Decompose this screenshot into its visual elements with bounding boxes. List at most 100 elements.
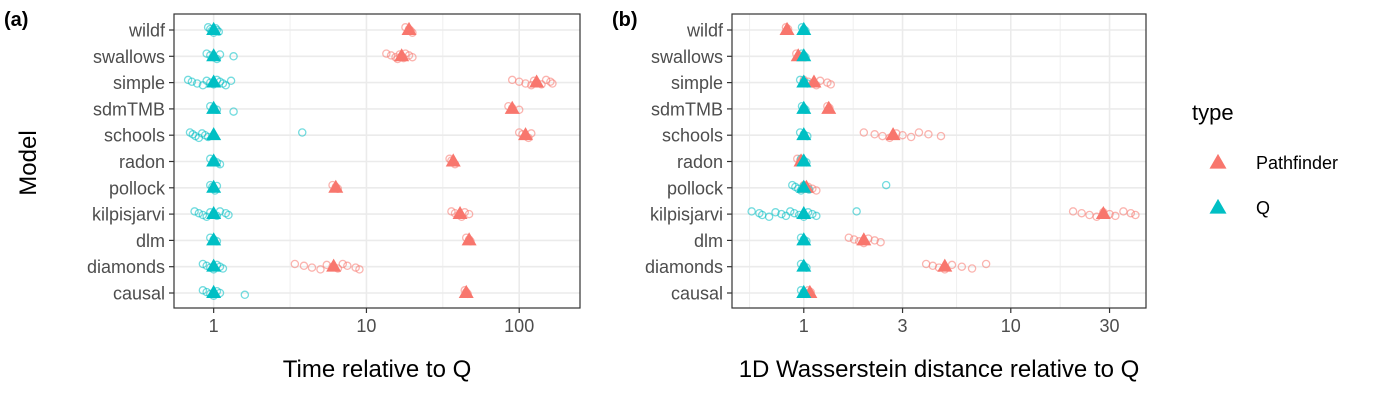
- y-tick-label: pollock: [109, 178, 166, 198]
- mean-marker-q: [206, 284, 222, 298]
- run-point-q: [224, 210, 233, 220]
- x-axis-title: 1D Wasserstein distance relative to Q: [739, 356, 1140, 383]
- mean-marker-pathfinder: [821, 100, 837, 114]
- mean-marker-q: [796, 74, 812, 88]
- run-point-q: [229, 52, 238, 61]
- run-point-q: [781, 211, 791, 221]
- legend: type Pathfinder Q: [1192, 100, 1338, 218]
- run-point-pathfinder: [936, 131, 946, 141]
- x-tick-label: 3: [898, 316, 908, 336]
- run-point-q: [226, 76, 236, 86]
- run-point-pathfinder: [876, 237, 885, 247]
- mean-marker-q: [796, 127, 812, 141]
- run-point-pathfinder: [290, 259, 300, 269]
- run-point-pathfinder: [914, 128, 924, 137]
- mean-marker-pathfinder: [937, 258, 953, 272]
- mean-marker-q: [796, 153, 812, 167]
- mean-marker-pathfinder: [529, 74, 545, 88]
- y-tick-label: kilpisjarvi: [92, 205, 165, 225]
- y-tick-label: diamonds: [87, 257, 165, 277]
- mean-marker-pathfinder: [328, 179, 344, 193]
- y-tick-label: schools: [104, 126, 165, 146]
- y-tick-label: sdmTMB: [93, 99, 165, 119]
- run-point-pathfinder: [1131, 210, 1140, 220]
- y-tick-label: diamonds: [645, 257, 723, 277]
- mean-marker-pathfinder: [518, 127, 534, 141]
- run-point-pathfinder: [338, 259, 348, 269]
- mean-marker-pathfinder: [504, 100, 520, 114]
- mean-marker-q: [796, 21, 812, 35]
- mean-marker-pathfinder: [885, 127, 901, 141]
- run-point-pathfinder: [967, 264, 977, 273]
- x-tick-label: 1: [799, 316, 809, 336]
- run-point-pathfinder: [355, 265, 364, 274]
- mean-marker-q: [206, 179, 222, 193]
- run-point-pathfinder: [541, 75, 551, 85]
- legend-label-pathfinder: Pathfinder: [1256, 153, 1338, 173]
- mean-marker-pathfinder: [779, 21, 795, 35]
- mean-marker-pathfinder: [401, 21, 417, 35]
- run-point-pathfinder: [316, 265, 325, 274]
- x-axis-title: Time relative to Q: [283, 356, 472, 383]
- run-point-pathfinder: [343, 261, 352, 271]
- run-point-pathfinder: [849, 235, 859, 244]
- panel-label: (a): [4, 9, 28, 31]
- panel-label: (b): [612, 9, 638, 31]
- y-tick-label: radon: [677, 152, 723, 172]
- mean-marker-pathfinder: [452, 206, 468, 220]
- mean-marker-q: [796, 284, 812, 298]
- mean-marker-q: [796, 206, 812, 220]
- run-point-q: [785, 207, 795, 216]
- run-point-pathfinder: [548, 79, 557, 88]
- run-point-pathfinder: [826, 80, 836, 89]
- mean-marker-pathfinder: [458, 284, 474, 298]
- run-point-pathfinder: [299, 261, 309, 271]
- run-point-pathfinder: [924, 130, 933, 139]
- legend-label-q: Q: [1256, 198, 1270, 218]
- run-point-pathfinder: [898, 130, 907, 140]
- run-point-pathfinder: [859, 128, 869, 137]
- x-tick-label: 10: [356, 316, 376, 336]
- y-tick-label: wildf: [686, 21, 724, 41]
- legend-key-pathfinder: [1209, 153, 1227, 169]
- run-point-pathfinder: [1068, 207, 1078, 216]
- run-point-pathfinder: [870, 236, 879, 245]
- y-tick-label: swallows: [651, 47, 723, 67]
- run-point-q: [297, 128, 307, 137]
- y-tick-label: simple: [113, 73, 165, 93]
- mean-marker-q: [206, 21, 222, 35]
- y-tick-label: schools: [662, 126, 723, 146]
- run-point-q: [187, 77, 197, 86]
- run-point-q: [194, 208, 204, 218]
- run-point-pathfinder: [546, 77, 555, 86]
- run-point-q: [229, 107, 238, 116]
- run-point-q: [190, 207, 199, 216]
- y-axis-title: Model: [15, 130, 42, 195]
- mean-marker-q: [796, 232, 812, 246]
- mean-marker-q: [206, 48, 222, 62]
- run-point-pathfinder: [386, 51, 396, 60]
- run-point-pathfinder: [521, 79, 530, 88]
- run-point-pathfinder: [307, 263, 317, 272]
- run-point-q: [808, 209, 817, 219]
- y-tick-label: swallows: [93, 47, 165, 67]
- x-tick-label: 10: [1001, 316, 1021, 336]
- run-point-q: [881, 180, 891, 190]
- y-tick-label: sdmTMB: [651, 99, 723, 119]
- y-tick-label: dlm: [136, 231, 165, 251]
- mean-marker-pathfinder: [1095, 206, 1111, 220]
- panel-b: wildf swallows simple sdmTMB schools radon pol…: [612, 9, 1147, 383]
- run-point-pathfinder: [1077, 208, 1086, 218]
- run-point-pathfinder: [408, 52, 417, 62]
- run-point-q: [240, 290, 250, 300]
- run-point-q: [777, 209, 786, 219]
- run-point-pathfinder: [382, 49, 391, 58]
- mean-marker-q: [796, 179, 812, 193]
- mean-marker-q: [796, 258, 812, 272]
- mean-marker-q: [206, 127, 222, 141]
- y-tick-label: simple: [671, 73, 723, 93]
- mean-marker-pathfinder: [461, 232, 477, 246]
- x-tick-label: 100: [504, 316, 534, 336]
- legend-title: type: [1192, 100, 1234, 125]
